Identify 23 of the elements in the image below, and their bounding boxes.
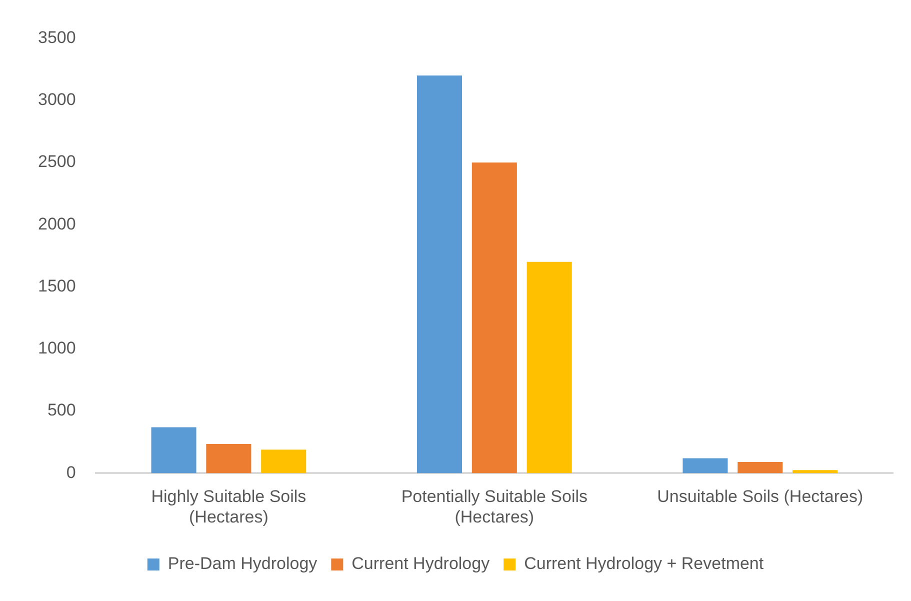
bar [206,444,252,474]
bar [682,458,728,474]
y-tick-label: 1500 [38,276,76,296]
bar [472,162,517,474]
y-tick-label: 500 [47,400,76,420]
x-tick-label: Potentially Suitable Soils (Hectares) [401,487,588,526]
x-tick-label: Highly Suitable Soils (Hectares) [151,487,306,526]
bar [416,75,462,474]
y-tick-label: 3500 [38,28,76,47]
legend-label: Current Hydrology + Revetment [524,554,764,574]
legend-label: Current Hydrology [352,554,490,574]
y-tick-label: 0 [66,462,76,482]
y-tick-label: 1000 [38,338,76,358]
y-tick-label: 2500 [38,152,76,172]
x-tick-label: Unsuitable Soils (Hectares) [657,487,864,506]
legend-label: Pre-Dam Hydrology [168,554,318,574]
bar [261,450,306,474]
bar [738,462,783,474]
y-tick-label: 3000 [38,90,76,110]
bar [151,427,196,474]
bar [526,262,572,474]
bar [792,470,838,474]
y-tick-label: 2000 [38,214,76,234]
